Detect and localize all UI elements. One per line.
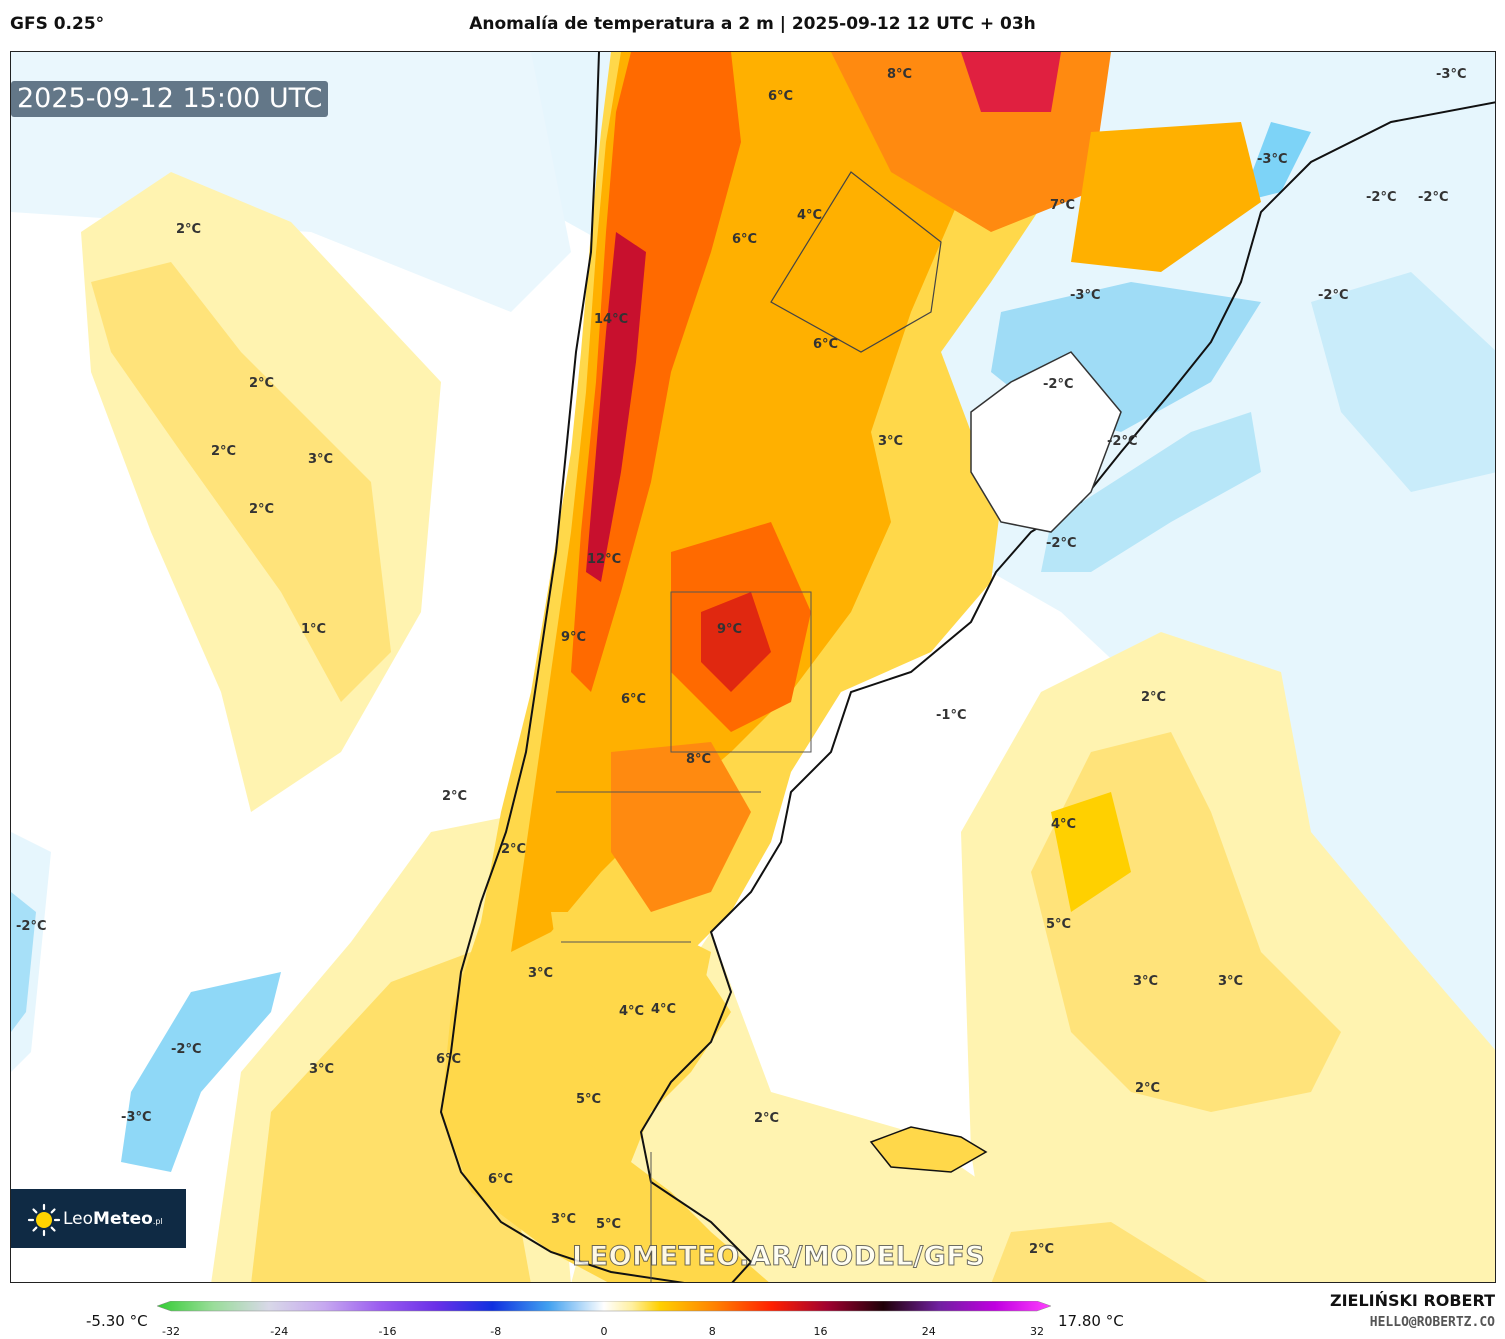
contour-label: 9°C xyxy=(717,622,743,637)
contour-label: 2°C xyxy=(1141,690,1167,705)
sun-icon xyxy=(27,1203,61,1237)
contour-label: 7°C xyxy=(1050,198,1076,213)
contour-label: -2°C xyxy=(1318,288,1349,303)
contour-label: 3°C xyxy=(309,1062,335,1077)
colorbar-bar xyxy=(157,1301,1051,1312)
author-credit: ZIELIŃSKI ROBERT xyxy=(1329,1291,1495,1310)
contour-label: -2°C xyxy=(1107,434,1138,449)
colorbar-tick-label: -8 xyxy=(490,1325,502,1338)
contour-label: -3°C xyxy=(1436,67,1467,82)
map-title: Anomalía de temperatura a 2 m | 2025-09-… xyxy=(469,14,1036,34)
colorbar-tick-label: 32 xyxy=(1030,1325,1044,1338)
colorbar-tick-label: 16 xyxy=(813,1325,828,1338)
contour-label: 4°C xyxy=(651,1002,677,1017)
contour-label: 2°C xyxy=(249,376,275,391)
contour-label: 1°C xyxy=(301,622,327,637)
contour-label: -2°C xyxy=(171,1042,202,1057)
contour-label: 2°C xyxy=(211,444,237,459)
map-fields xyxy=(11,52,1495,1282)
contour-label: -2°C xyxy=(16,919,47,934)
contour-label: 3°C xyxy=(551,1212,577,1227)
contour-label: 2°C xyxy=(442,789,468,804)
contour-label: 8°C xyxy=(686,752,712,767)
colorbar-tick-label: 8 xyxy=(708,1325,716,1338)
logo-text-suffix: .pl xyxy=(152,1217,163,1226)
contour-label: 2°C xyxy=(754,1111,780,1126)
contour-label: 6°C xyxy=(436,1052,462,1067)
contour-label: 3°C xyxy=(528,966,554,981)
contour-label: 6°C xyxy=(813,337,839,352)
contour-label: 6°C xyxy=(488,1172,514,1187)
colorbar-max-label: 17.80 °C xyxy=(1058,1312,1124,1330)
leometeo-logo[interactable]: LeoMeteo.pl xyxy=(11,1189,186,1248)
contour-label: -2°C xyxy=(1046,536,1077,551)
contour-label: 3°C xyxy=(878,434,904,449)
contour-label: 2°C xyxy=(176,222,202,237)
anomaly-map[interactable]: 8°C 6°C -3°C -3°C 7°C 4°C 6°C 2°C -2°C -2°C -3°C -2… xyxy=(10,51,1496,1283)
contour-label: 12°C xyxy=(587,552,622,567)
contour-label: 4°C xyxy=(619,1004,645,1019)
colorbar-tick-label: -16 xyxy=(378,1325,397,1338)
contour-label: 3°C xyxy=(1133,974,1159,989)
logo-text-bold: Meteo xyxy=(93,1209,153,1229)
colorbar-tick-label: -24 xyxy=(270,1325,289,1338)
valid-time-stamp: 2025-09-12 15:00 UTC xyxy=(11,81,329,117)
contour-label: 2°C xyxy=(1135,1081,1161,1096)
contour-label: 8°C xyxy=(887,67,913,82)
contour-label: 6°C xyxy=(621,692,647,707)
contour-label: 3°C xyxy=(1218,974,1244,989)
model-name: GFS 0.25° xyxy=(10,14,105,34)
contour-label: -3°C xyxy=(121,1110,152,1125)
contour-label: 6°C xyxy=(768,89,794,104)
contour-label: 5°C xyxy=(1046,917,1072,932)
contour-label: 5°C xyxy=(596,1217,622,1232)
colorbar-tick-label: -32 xyxy=(162,1325,180,1338)
colorbar-min-label: -5.30 °C xyxy=(86,1312,148,1330)
contour-label: 9°C xyxy=(561,630,587,645)
source-watermark: LEOMETEO.AR/MODEL/GFS xyxy=(571,1241,986,1273)
author-email[interactable]: HELLO@ROBERTZ.CO xyxy=(1369,1315,1495,1330)
contour-label: 6°C xyxy=(732,232,758,247)
colorbar-tick-label: 24 xyxy=(921,1325,936,1338)
contour-label: -2°C xyxy=(1418,190,1449,205)
contour-label: 3°C xyxy=(308,452,334,467)
contour-label: 4°C xyxy=(797,208,823,223)
contour-label: 5°C xyxy=(576,1092,602,1107)
contour-label: 2°C xyxy=(501,842,527,857)
contour-label: 2°C xyxy=(1029,1242,1055,1257)
contour-label: -3°C xyxy=(1257,152,1288,167)
contour-label: 4°C xyxy=(1051,817,1077,832)
colorbar xyxy=(157,1301,1051,1312)
contour-label: -1°C xyxy=(936,708,967,723)
logo-text: LeoMeteo.pl xyxy=(63,1209,163,1229)
contour-label: 14°C xyxy=(594,312,629,327)
contour-label: -2°C xyxy=(1043,377,1074,392)
colorbar-tick-label: 0 xyxy=(600,1325,608,1338)
logo-text-light: Leo xyxy=(63,1209,94,1229)
contour-label: -3°C xyxy=(1070,288,1101,303)
contour-label: -2°C xyxy=(1366,190,1397,205)
contour-label: 2°C xyxy=(249,502,275,517)
